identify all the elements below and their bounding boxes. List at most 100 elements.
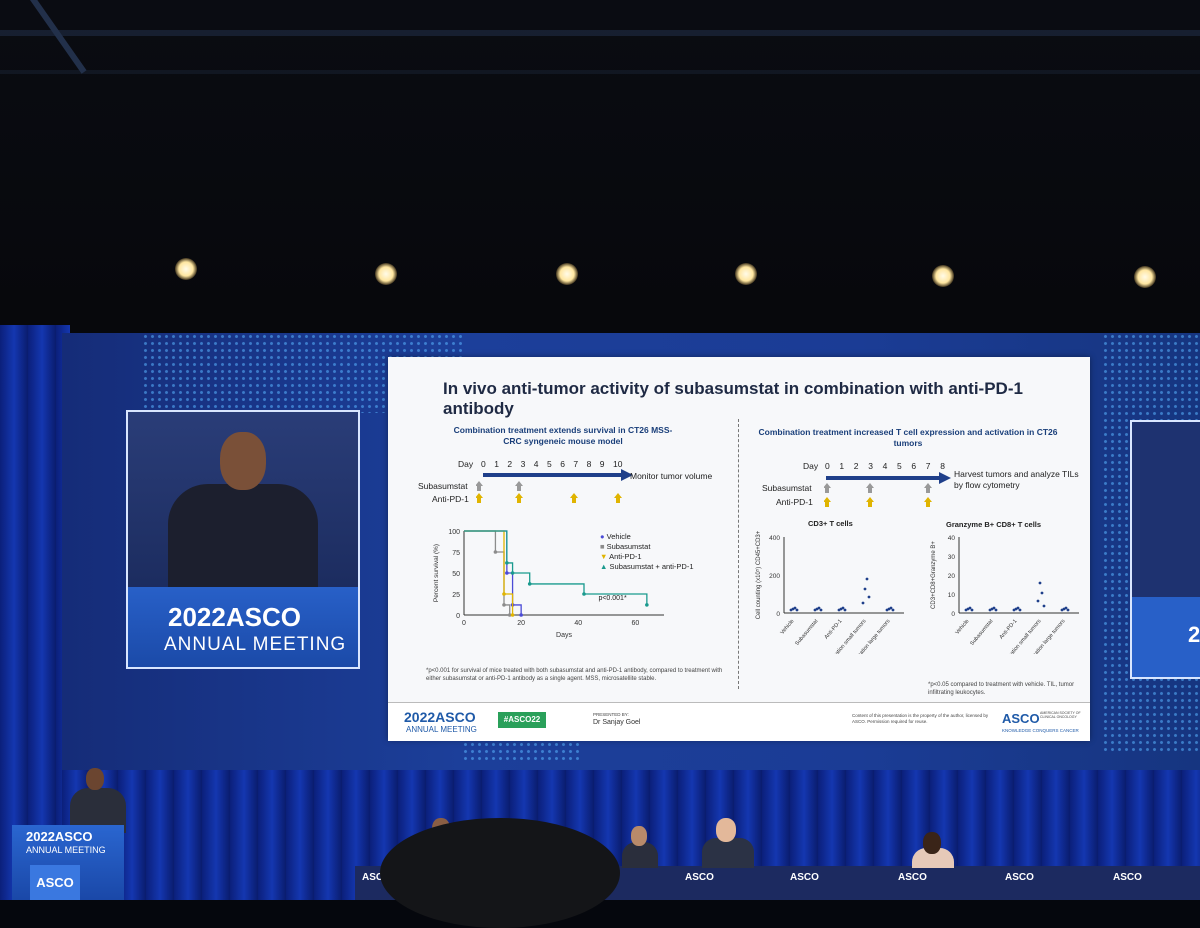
footer-asco-sub: AMERICAN SOCIETY OF CLINICAL ONCOLOGY	[1040, 711, 1081, 719]
right-day-number: 5	[897, 461, 902, 471]
footer-asco-right: ASCO	[1002, 711, 1040, 726]
y-tick-label: 20	[948, 573, 956, 580]
left-timeline-arrow	[483, 469, 633, 481]
y-tick-label: 0	[456, 613, 460, 620]
data-point	[795, 608, 799, 612]
dose-arrow-antipd1	[824, 497, 831, 507]
x-tick-label: 60	[632, 620, 640, 627]
panelist	[700, 818, 756, 868]
series-point	[505, 561, 509, 565]
right-day-number: 8	[940, 461, 945, 471]
right-day-number: 1	[839, 461, 845, 471]
table-asco-label: ASCO	[1113, 872, 1142, 883]
left-day-number: 2	[507, 459, 513, 469]
legend-item: ▼ Anti-PD-1	[600, 552, 694, 562]
y-axis-label: Percent survival (%)	[433, 544, 440, 602]
table-asco-label: ASCO	[1005, 872, 1034, 883]
data-point	[867, 595, 871, 599]
panelist-body	[912, 848, 954, 868]
left-heading: Combination treatment extends survival i…	[453, 425, 673, 446]
curtain-left	[0, 325, 70, 900]
dose-arrow-antipd1	[476, 493, 483, 503]
y-tick-label: 0	[951, 611, 955, 618]
series-point	[582, 592, 586, 596]
left-day-number: 0	[481, 459, 486, 469]
left-day-number: 10	[613, 459, 623, 469]
x-axis-label: Days	[556, 632, 572, 639]
right-day-number: 0	[825, 461, 830, 471]
series-line	[464, 530, 648, 605]
panelist-body	[702, 838, 754, 868]
x-category-label: Anti-PD-1	[824, 618, 844, 640]
dose-arrow-antipd1	[570, 493, 578, 503]
presentation-slide: In vivo anti-tumor activity of subasumst…	[388, 357, 1090, 741]
right-day-number: 2	[853, 461, 859, 471]
left-day-label: Day	[458, 459, 474, 469]
series-point	[493, 550, 498, 554]
x-category-label: Subasumstat	[794, 618, 820, 647]
table-asco-label: ASCO	[362, 872, 391, 883]
granzyme-dot-plot: 40 30 20 10 0 CD3+CD8+Granzyme B+ VehicleSubas…	[931, 535, 1079, 654]
left-footnote: *p<0.001 for survival of mice treated wi…	[426, 668, 723, 682]
y-tick-label: 400	[769, 535, 780, 542]
data-point	[865, 577, 869, 581]
legend-item: ● Vehicle	[600, 532, 694, 542]
dose-arrow-antipd1	[866, 497, 874, 507]
left-row-antipd1: Anti-PD-1	[432, 494, 469, 504]
data-point	[970, 608, 974, 612]
dose-arrow-antipd1	[515, 493, 523, 503]
panelist-head	[716, 818, 736, 842]
ceiling-truss	[0, 30, 1200, 36]
legend-label: Vehicle	[606, 532, 631, 541]
x-tick-label: 20	[517, 620, 525, 627]
legend-marker: ▼	[600, 552, 610, 561]
presented-by-label: PRESENTED BY:	[593, 712, 629, 717]
series-point	[519, 613, 523, 617]
right-video-text: 2	[1188, 622, 1200, 647]
footer-asco-logo: 2022ASCO	[404, 709, 476, 725]
slide-divider	[738, 419, 739, 689]
panelist-head	[923, 832, 941, 854]
data-point	[1064, 606, 1068, 610]
legend-item: ▲ Subasumstat + anti-PD-1	[600, 562, 694, 572]
left-day-number: 8	[586, 459, 592, 469]
left-day-number: 1	[494, 459, 499, 469]
p-value-label: p<0.001*	[598, 595, 626, 602]
data-point	[843, 608, 847, 612]
dose-arrow-subasumstat	[866, 483, 874, 493]
video-year: 2022	[168, 602, 226, 632]
right-day-number: 3	[868, 461, 873, 471]
data-point	[1038, 581, 1042, 585]
footer-meeting: ANNUAL MEETING	[406, 725, 477, 734]
slide-title: In vivo anti-tumor activity of subasumst…	[443, 379, 1023, 418]
left-day-number: 5	[547, 459, 552, 469]
right-heading: Combination treatment increased T cell e…	[758, 427, 1058, 448]
x-category-label: Subasumstat	[969, 618, 995, 647]
speaker-body	[168, 484, 318, 604]
data-point	[793, 606, 797, 610]
series-line	[464, 530, 511, 615]
left-day-number: 3	[520, 459, 526, 469]
series-point	[502, 592, 506, 596]
right-dose-arrows	[824, 483, 932, 507]
y-tick-label: 25	[452, 592, 460, 599]
survival-chart: 100 75 50 25 00 20 40 60 Days Percent survival (%…	[433, 529, 664, 639]
y-tick-label: 0	[776, 611, 780, 618]
left-day-number: 9	[599, 459, 605, 469]
footer-asco: ASCO	[435, 709, 476, 725]
x-tick-label: 0	[462, 620, 466, 627]
dose-arrow-subasumstat	[515, 481, 523, 491]
right-timeline-arrow	[826, 472, 951, 484]
series-point	[645, 603, 649, 607]
x-tick-label: 40	[574, 620, 582, 627]
y-tick-label: 10	[948, 592, 956, 599]
legend-marker: ■	[600, 542, 607, 551]
data-point	[992, 606, 996, 610]
right-day-label: Day	[803, 461, 819, 471]
live-speaker	[68, 768, 128, 833]
series-point	[527, 582, 532, 586]
left-dose-arrows	[476, 481, 622, 503]
legend-label: Subasumstat + anti-PD-1	[609, 562, 694, 571]
y-tick-label: 200	[769, 573, 780, 580]
granzyme-chart-title: Granzyme B+ CD8+ T cells	[946, 520, 1042, 529]
